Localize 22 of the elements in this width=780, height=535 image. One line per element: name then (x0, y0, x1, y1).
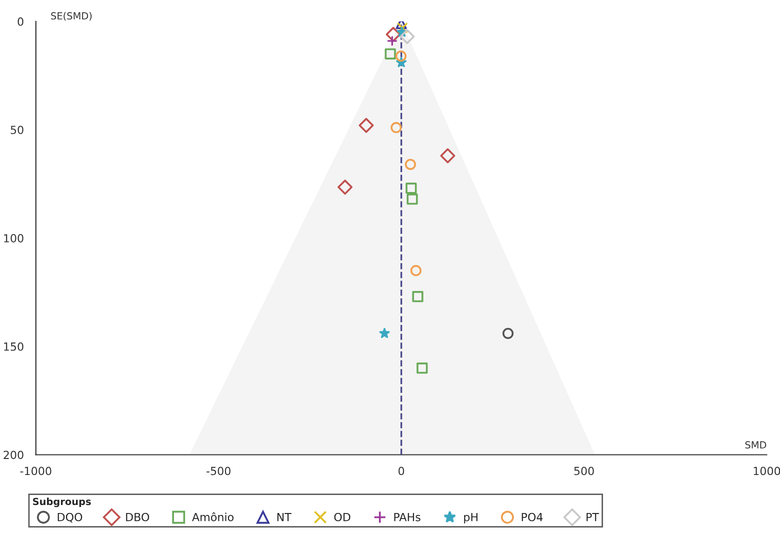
legend-label: DQO (58, 512, 82, 523)
legend-label: DBO (126, 512, 150, 522)
x-tick-label: 0 (398, 466, 404, 476)
y-tick-label: 50 (10, 126, 24, 134)
y-tick-label: 200 (4, 450, 24, 460)
legend-label: PO4 (522, 512, 543, 522)
x-tick-label: 500 (574, 466, 594, 476)
x-tick-label: -500 (206, 466, 230, 476)
y-tick-label: 150 (4, 342, 24, 351)
legend-label: PT (586, 513, 600, 522)
legend-label: pH (464, 513, 478, 524)
x-tick-label: 1000 (754, 466, 780, 476)
y-axis-title: SE(SMD) (51, 12, 92, 21)
legend-label: NT (277, 513, 292, 522)
x-axis-title: SMD (745, 441, 766, 449)
y-tick-label: 0 (18, 17, 24, 26)
legend-label: Amônio (192, 512, 234, 522)
y-tick-label: 100 (4, 234, 24, 242)
legend-label: OD (334, 512, 350, 522)
legend-label: PAHs (394, 513, 420, 522)
x-tick-label: -1000 (20, 466, 52, 476)
legend-title: Subgroups (32, 498, 91, 508)
